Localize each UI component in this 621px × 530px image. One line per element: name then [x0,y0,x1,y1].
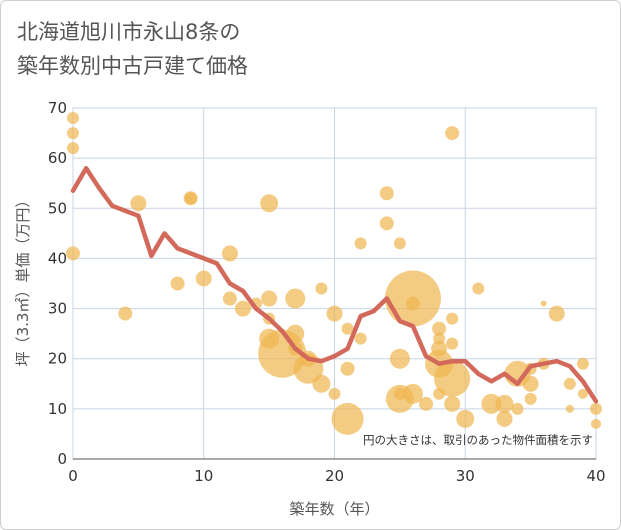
bubble-point [495,394,514,413]
x-tick-label: 40 [586,467,605,485]
y-tick-label: 40 [48,249,67,267]
bubble-point [393,387,406,400]
bubble-point [434,360,471,397]
bubble-point [393,237,406,250]
x-tick-label: 30 [456,467,475,485]
bubble-point [576,357,589,370]
chart-note: 円の大きさは、取引のあった物件面積を示す [363,433,593,447]
bubble-point [456,409,475,428]
bubble-point [540,300,547,307]
y-tick-label: 10 [48,400,67,418]
bubble-point [379,186,394,201]
y-tick-label: 50 [48,199,67,217]
bubble-point [195,270,212,287]
tick-labels: 0 10 20 30 40 50 60 70 0 10 20 30 40 [48,99,606,485]
chart-title-line2: 築年数別中古戸建て価格 [17,54,248,78]
bubble-point [548,305,565,322]
bubble-point [261,290,278,307]
bubble-point [405,296,420,311]
bubble-point [379,216,394,231]
trend-line-layer [70,165,599,404]
bubble-point [446,312,459,325]
bubble-point [563,377,576,390]
x-axis-label: 築年数（年） [289,500,379,518]
bubble-point [326,305,343,322]
bubble-point [66,246,80,261]
chart-title-line1: 北海道旭川市永山8条の [17,20,241,44]
bubble-point [260,194,279,213]
bubble-point [419,396,434,411]
bubble-point [354,332,367,345]
bubble-point [328,387,341,400]
bubble-point [221,245,238,262]
bubble-point [67,142,79,155]
bubble-point [445,126,460,141]
bubble-point [524,392,537,405]
x-tick-label: 10 [194,467,213,485]
bubble-point [222,291,237,306]
bubble-point [340,361,355,376]
y-tick-label: 60 [48,149,67,167]
bubble-point [354,237,367,250]
bubble-point [472,282,485,295]
bubble-point [444,395,461,412]
y-tick-label: 20 [48,350,67,368]
x-tick-label: 20 [325,467,344,485]
bubble-point [402,383,423,404]
bubble-point [565,404,574,413]
bubble-point [234,300,251,317]
bubble-point [312,374,331,393]
bubble-point [591,418,601,429]
bubble-point [286,324,305,343]
bubble-point [170,276,185,291]
chart-title: 北海道旭川市永山8条の 築年数別中古戸建て価格 [17,15,248,83]
bubble-point [389,348,410,369]
bubble-point [577,388,588,399]
bubble-point [331,402,364,435]
y-tick-label: 0 [57,450,67,468]
y-axis-label: 坪（3.3㎡）単価（万円） [14,193,32,367]
bubble-point [522,375,539,392]
trend-line [70,165,599,404]
bubble-point [511,402,524,415]
bubble-point [67,112,79,125]
x-tick-label: 0 [68,467,78,485]
bubble-point [341,322,354,335]
bubble-point [130,195,147,212]
y-tick-label: 70 [48,99,67,117]
bubble-point [590,402,602,415]
bubble-point [481,393,502,414]
bubble-point [285,288,306,309]
bubble-point [496,410,513,427]
bubble-point [184,192,197,205]
bubble-point [446,337,459,350]
y-tick-label: 30 [48,300,67,318]
bubble-point [432,321,447,336]
bubble-point [118,306,133,321]
bubble-point [67,127,79,140]
bubble-layer [66,112,602,435]
bubble-point [315,282,328,295]
